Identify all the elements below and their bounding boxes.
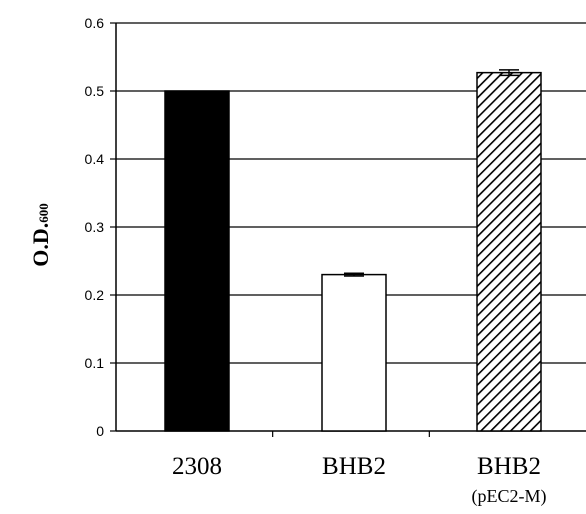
bars xyxy=(164,69,542,432)
x-category-label: BHB2 xyxy=(322,453,386,480)
x-category-label: 2308 xyxy=(172,453,222,480)
y-tick-label: 0.2 xyxy=(85,287,105,303)
y-tick-label: 0.5 xyxy=(85,83,105,99)
bar-2 xyxy=(321,273,387,432)
labels: 0 0.1 0.2 0.3 0.4 0.5 0.6 2308 BHB2 BHB2 (pEC2-M) xyxy=(85,15,547,507)
x-category-label: BHB2 xyxy=(477,453,541,480)
y-tick-label: 0.6 xyxy=(85,15,105,31)
y-tick-label: 0.4 xyxy=(85,151,105,167)
x-category-sublabel: (pEC2-M) xyxy=(472,486,547,507)
y-tick-label: 0.1 xyxy=(85,355,105,371)
bar-1 xyxy=(164,90,230,432)
y-tick-label: 0.3 xyxy=(85,219,105,235)
y-axis-label: O.D.600 xyxy=(28,203,53,267)
y-axis-label-main: O.D. xyxy=(28,223,53,267)
y-axis-label-subscript: 600 xyxy=(36,203,51,223)
bar-3 xyxy=(476,71,542,432)
y-tick-label: 0 xyxy=(96,423,104,439)
